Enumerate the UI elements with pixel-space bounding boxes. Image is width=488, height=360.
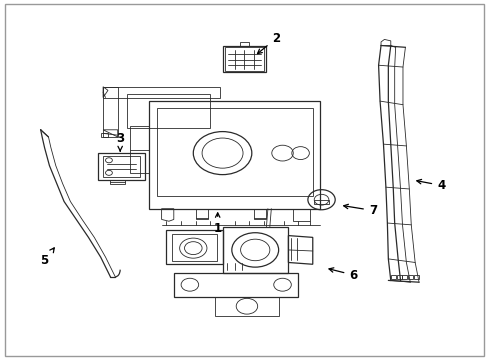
Text: 7: 7: [343, 204, 376, 217]
Text: 2: 2: [257, 32, 280, 54]
Text: 6: 6: [328, 268, 357, 282]
Text: 5: 5: [41, 248, 54, 267]
Text: 1: 1: [213, 213, 221, 235]
Text: 4: 4: [416, 179, 445, 192]
Text: 3: 3: [116, 132, 124, 151]
